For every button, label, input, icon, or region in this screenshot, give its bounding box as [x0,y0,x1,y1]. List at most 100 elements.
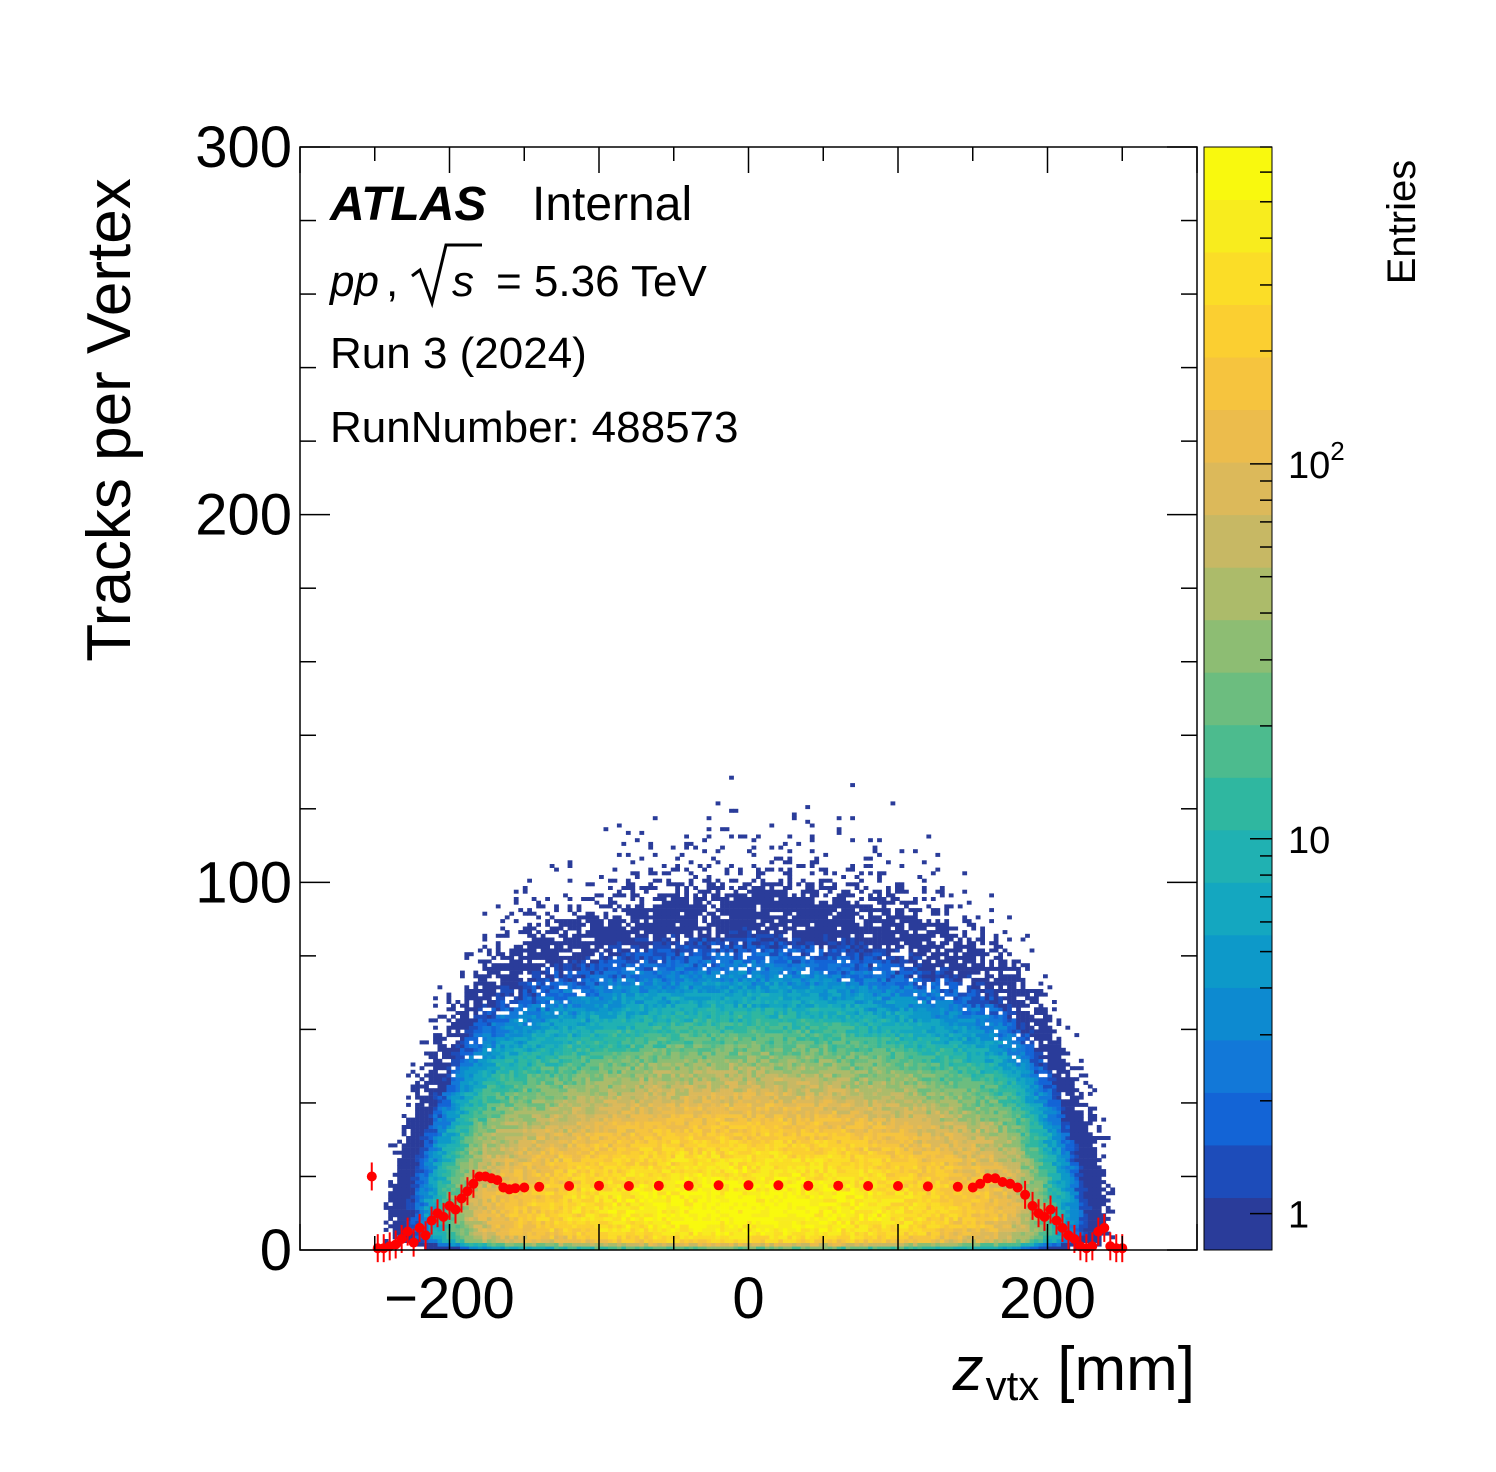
heatmap-cell [675,1088,680,1093]
heatmap-cell [661,893,667,898]
heatmap-cell [522,1014,528,1019]
heatmap-cell [621,1091,627,1096]
heatmap-cell [558,1080,564,1085]
heatmap-cell [473,996,479,1001]
heatmap-cell [599,1220,604,1225]
heatmap-cell [545,1000,550,1004]
heatmap-cell [428,1239,434,1243]
heatmap-cell [446,1025,452,1030]
heatmap-cell [639,1143,645,1148]
heatmap-cell [531,1205,537,1210]
heatmap-cell [482,1014,488,1019]
heatmap-cell [616,937,622,942]
heatmap-cell [670,926,676,931]
heatmap-cell [482,911,488,916]
heatmap-cell [451,1128,456,1133]
heatmap-cell [661,944,667,949]
heatmap-cell [661,1143,667,1148]
heatmap-cell [446,1165,452,1170]
heatmap-cell [630,1216,636,1221]
heatmap-cell [603,996,609,1001]
heatmap-cell [581,1106,586,1111]
heatmap-cell [599,933,604,938]
heatmap-cell [608,1080,613,1085]
heatmap-cell [455,1183,461,1188]
heatmap-cell [554,1014,559,1019]
heatmap-cell [437,1106,443,1111]
heatmap-cell [500,1227,506,1232]
heatmap-cell [513,1246,519,1251]
heatmap-cell [554,1047,559,1052]
heatmap-cell [599,919,604,924]
heatmap-cell [643,1132,649,1137]
heatmap-cell [437,1180,443,1185]
heatmap-cell [581,996,586,1001]
heatmap-cell [451,1246,456,1251]
heatmap-cell [630,915,636,920]
heatmap-cell [612,1018,618,1023]
heatmap-cell [527,1055,532,1060]
heatmap-cell [567,1169,573,1174]
heatmap-cell [643,944,649,949]
heatmap-cell [451,1121,456,1126]
heatmap-cell [397,1183,402,1188]
heatmap-cell [585,1209,591,1214]
heatmap-cell [460,1158,465,1163]
heatmap-cell [679,1227,685,1232]
heatmap-cell [639,996,645,1001]
heatmap-cell [630,1011,636,1015]
heatmap-cell [599,1099,604,1104]
heatmap-cell [675,977,680,982]
heatmap-cell [460,974,465,979]
heatmap-cell [616,1088,622,1093]
heatmap-cell [679,1209,685,1214]
heatmap-cell [621,1077,627,1082]
heatmap-cell [437,1183,443,1188]
heatmap-cell [522,1029,528,1034]
heatmap-cell [652,1213,658,1218]
heatmap-cell [477,1051,483,1056]
heatmap-cell [531,1011,537,1015]
heatmap-cell [666,1110,672,1115]
heatmap-cell [491,1033,497,1038]
heatmap-cell [558,1062,564,1067]
heatmap-cell [531,1227,537,1232]
heatmap-cell [522,1102,528,1107]
heatmap-cell [648,1143,654,1148]
heatmap-cell [446,992,452,997]
heatmap-cell [621,1183,627,1188]
heatmap-cell [442,1154,447,1159]
heatmap-cell [648,1011,654,1015]
heatmap-cell [455,1011,461,1015]
heatmap-cell [567,1084,573,1089]
heatmap-cell [648,981,654,986]
heatmap-cell [630,919,636,924]
heatmap-cell [657,974,663,979]
heatmap-cell [388,1183,393,1188]
heatmap-cell [675,1216,680,1221]
heatmap-cell [477,1198,483,1203]
heatmap-cell [495,1202,501,1207]
heatmap-cell [634,1143,640,1148]
heatmap-cell [549,1205,555,1210]
heatmap-cell [581,970,586,975]
heatmap-cell [446,1147,452,1152]
heatmap-cell [608,1073,613,1078]
heatmap-cell [621,989,627,993]
heatmap-cell [608,1139,613,1144]
heatmap-cell [608,963,613,968]
heatmap-cell [572,1080,577,1085]
heatmap-cell [540,981,546,986]
heatmap-cell [572,1139,577,1144]
heatmap-cell [527,930,532,935]
heatmap-cell [531,1187,537,1192]
heatmap-cell [486,948,492,953]
heatmap-cell [536,1025,541,1030]
heatmap-cell [437,1239,443,1243]
heatmap-cell [486,1110,492,1115]
heatmap-cell [634,1176,640,1181]
heatmap-cell [567,864,573,868]
heatmap-cell [464,1158,470,1163]
heatmap-cell [643,948,649,953]
heatmap-cell [567,1198,573,1203]
